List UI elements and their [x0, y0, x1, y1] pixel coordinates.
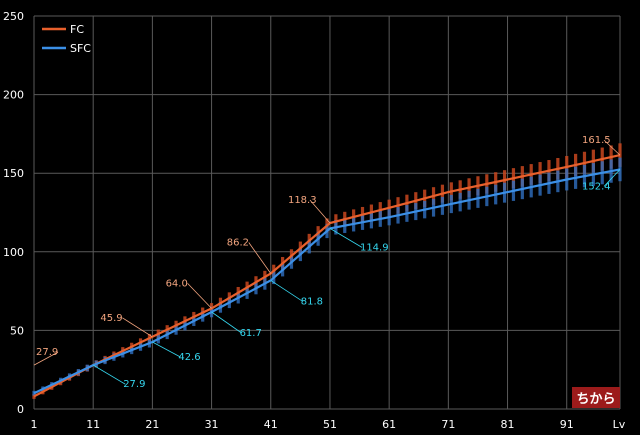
y-tick-label: 250	[3, 10, 24, 23]
fc-value-label: 27.9	[36, 347, 58, 358]
sfc-value-label: 81.8	[301, 296, 323, 307]
x-tick-label: 61	[382, 418, 396, 431]
fc-annotation-leader	[122, 317, 153, 338]
fc-annotation-leader	[248, 242, 272, 274]
sfc-annotation-leader	[270, 280, 303, 302]
fc-annotation-leader	[309, 199, 331, 224]
sfc-value-label: 42.6	[178, 352, 200, 363]
legend-label-sfc: SFC	[70, 42, 91, 55]
fc-annotation-leader	[187, 283, 212, 309]
sfc-annotation-leader	[211, 311, 242, 334]
x-tick-label: 91	[560, 418, 574, 431]
fc-value-label: 86.2	[227, 237, 249, 248]
stat-badge-text: ちから	[576, 392, 615, 407]
sfc-value-label: 152.4	[582, 181, 611, 192]
x-tick-label: 1	[31, 418, 38, 431]
y-tick-label: 150	[3, 167, 24, 180]
fc-value-label: 161.5	[582, 135, 611, 146]
fc-value-label: 118.3	[288, 195, 317, 206]
fc-value-label: 64.0	[166, 278, 188, 289]
fc-range-bar	[32, 393, 36, 399]
y-tick-label: 0	[17, 403, 24, 416]
x-tick-label: 81	[501, 418, 515, 431]
legend-label-fc: FC	[70, 23, 84, 36]
x-tick-label: 11	[86, 418, 100, 431]
sfc-value-label: 27.9	[123, 379, 145, 390]
fc-annotation-leader	[33, 351, 59, 366]
x-tick-label: 31	[205, 418, 219, 431]
sfc-annotation-leader	[603, 169, 621, 187]
x-tick-label: 21	[145, 418, 159, 431]
y-tick-label: 100	[3, 246, 24, 259]
y-tick-label: 50	[10, 324, 24, 337]
sfc-annotation-leader	[329, 228, 363, 248]
x-axis-label: Lv	[613, 418, 626, 431]
sfc-annotation-leader	[152, 341, 181, 358]
fc-series-line	[33, 154, 621, 398]
stat-badge	[572, 387, 620, 408]
fc-value-label: 45.9	[100, 313, 122, 324]
sfc-annotation-leader	[92, 364, 126, 385]
y-tick-label: 200	[3, 89, 24, 102]
sfc-value-label: 114.9	[360, 242, 389, 253]
x-tick-label: 71	[441, 418, 455, 431]
sfc-value-label: 61.7	[240, 328, 262, 339]
fc-annotation-leader	[603, 139, 621, 156]
x-tick-label: 51	[323, 418, 337, 431]
legend: FC SFC	[42, 23, 91, 55]
x-tick-label: 41	[264, 418, 278, 431]
